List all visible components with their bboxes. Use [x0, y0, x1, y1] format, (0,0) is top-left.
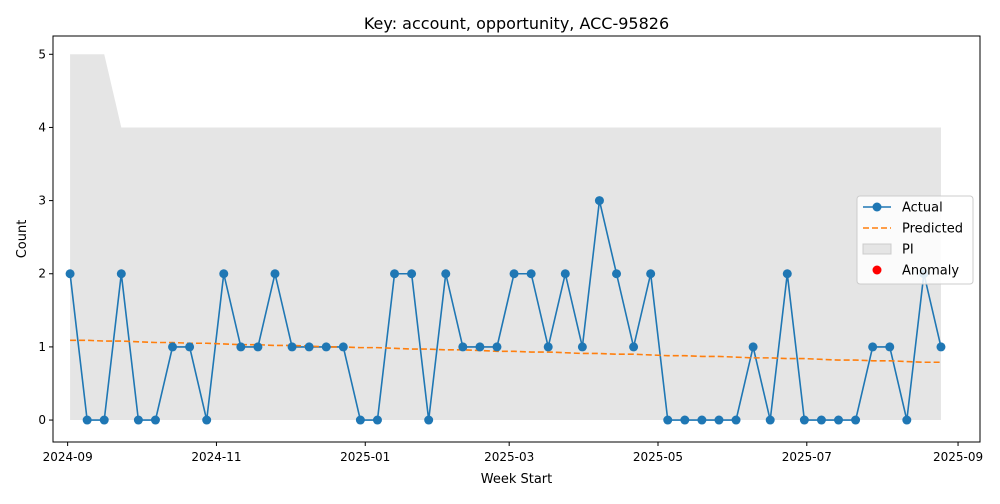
actual-point	[116, 269, 126, 279]
y-tick-label: 0	[38, 413, 46, 427]
actual-series-line	[69, 199, 942, 421]
x-axis: 2024-09 2024-11 2025-01 2025-03 2025-05 2025-…	[43, 442, 983, 464]
chart-title: Key: account, opportunity, ACC-95826	[364, 14, 669, 33]
x-tick-label: 2025-07	[782, 450, 832, 464]
actual-point	[150, 415, 160, 425]
actual-point	[731, 415, 741, 425]
x-tick-label: 2025-05	[633, 450, 683, 464]
actual-point	[219, 269, 229, 279]
actual-point	[560, 269, 570, 279]
y-tick-label: 2	[38, 267, 46, 281]
actual-point	[697, 415, 707, 425]
x-tick-label: 2025-01	[340, 450, 390, 464]
predicted-series-line	[70, 339, 941, 364]
actual-point	[509, 269, 519, 279]
actual-point	[680, 415, 690, 425]
actual-point	[868, 342, 878, 352]
actual-point	[816, 415, 826, 425]
actual-point	[202, 415, 212, 425]
legend-pi-label: PI	[902, 243, 914, 258]
actual-point	[577, 342, 587, 352]
actual-point	[543, 342, 553, 352]
x-tick-label: 2025-03	[484, 450, 534, 464]
y-tick-label: 5	[38, 47, 46, 61]
actual-point	[594, 196, 604, 206]
actual-point	[185, 342, 195, 352]
actual-point	[782, 269, 792, 279]
actual-point	[338, 342, 348, 352]
x-tick-label: 2024-09	[43, 450, 93, 464]
plot-area	[65, 54, 946, 425]
actual-point	[765, 415, 775, 425]
y-tick-label: 3	[38, 194, 46, 208]
actual-point	[885, 342, 895, 352]
actual-point	[82, 415, 92, 425]
y-axis-label: Count	[15, 220, 30, 259]
actual-point	[372, 415, 382, 425]
legend-box	[856, 195, 974, 285]
actual-point	[407, 269, 417, 279]
actual-point	[424, 415, 434, 425]
legend-predicted-label: Predicted	[902, 222, 963, 237]
actual-point	[629, 342, 639, 352]
legend-actual-label: Actual	[902, 201, 943, 216]
actual-point	[714, 415, 724, 425]
actual-point	[612, 269, 622, 279]
actual-point	[236, 342, 246, 352]
actual-point	[663, 415, 673, 425]
legend-anomaly-label: Anomaly	[902, 264, 959, 279]
actual-point	[321, 342, 331, 352]
actual-point	[287, 342, 297, 352]
actual-point	[902, 415, 912, 425]
actual-point	[834, 415, 844, 425]
x-axis-label: Week Start	[481, 472, 553, 487]
actual-point	[99, 415, 109, 425]
actual-point	[304, 342, 314, 352]
actual-point	[65, 269, 75, 279]
actual-point	[646, 269, 656, 279]
actual-point	[390, 269, 400, 279]
actual-point	[526, 269, 536, 279]
actual-point	[475, 342, 485, 352]
actual-point	[168, 342, 178, 352]
actual-point	[748, 342, 758, 352]
actual-point	[355, 415, 365, 425]
actual-point	[799, 415, 809, 425]
y-tick-label: 1	[38, 340, 46, 354]
legend-pi-swatch	[862, 243, 892, 255]
legend-anomaly-marker	[872, 265, 882, 275]
x-tick-label: 2024-11	[191, 450, 241, 464]
actual-point	[253, 342, 263, 352]
actual-point	[270, 269, 280, 279]
y-axis: 0 1 2 3 4 5	[38, 47, 53, 427]
actual-point	[133, 415, 143, 425]
pi-band	[70, 54, 941, 421]
actual-point	[936, 342, 946, 352]
plot-frame	[52, 35, 981, 443]
actual-point	[458, 342, 468, 352]
legend: Actual Predicted PI Anomaly	[856, 195, 974, 285]
actual-point	[441, 269, 451, 279]
x-tick-label: 2025-09	[933, 450, 983, 464]
y-tick-label: 4	[38, 120, 46, 134]
actual-point	[492, 342, 502, 352]
legend-actual-marker	[872, 202, 882, 212]
actual-point	[851, 415, 861, 425]
